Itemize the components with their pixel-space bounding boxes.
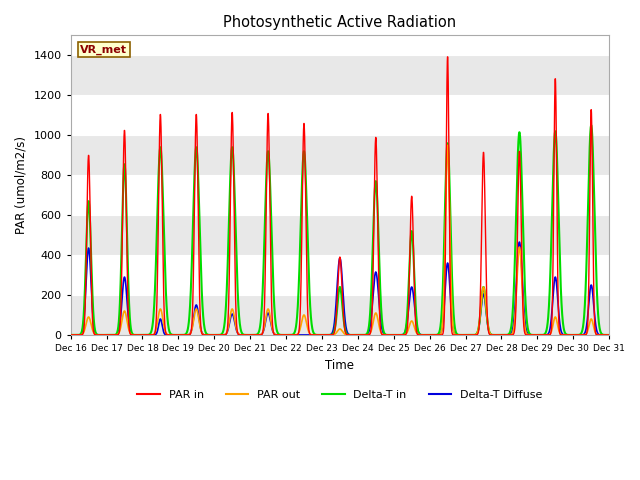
- Bar: [70, 135, 609, 175]
- Bar: [70, 55, 609, 95]
- Bar: [70, 215, 609, 255]
- Bar: [70, 255, 609, 295]
- Y-axis label: PAR (umol/m2/s): PAR (umol/m2/s): [15, 136, 28, 234]
- Bar: [70, 175, 609, 215]
- Bar: [70, 295, 609, 335]
- X-axis label: Time: Time: [325, 359, 355, 372]
- Legend: PAR in, PAR out, Delta-T in, Delta-T Diffuse: PAR in, PAR out, Delta-T in, Delta-T Dif…: [133, 385, 547, 404]
- Text: VR_met: VR_met: [81, 44, 127, 55]
- Title: Photosynthetic Active Radiation: Photosynthetic Active Radiation: [223, 15, 456, 30]
- Bar: [70, 95, 609, 135]
